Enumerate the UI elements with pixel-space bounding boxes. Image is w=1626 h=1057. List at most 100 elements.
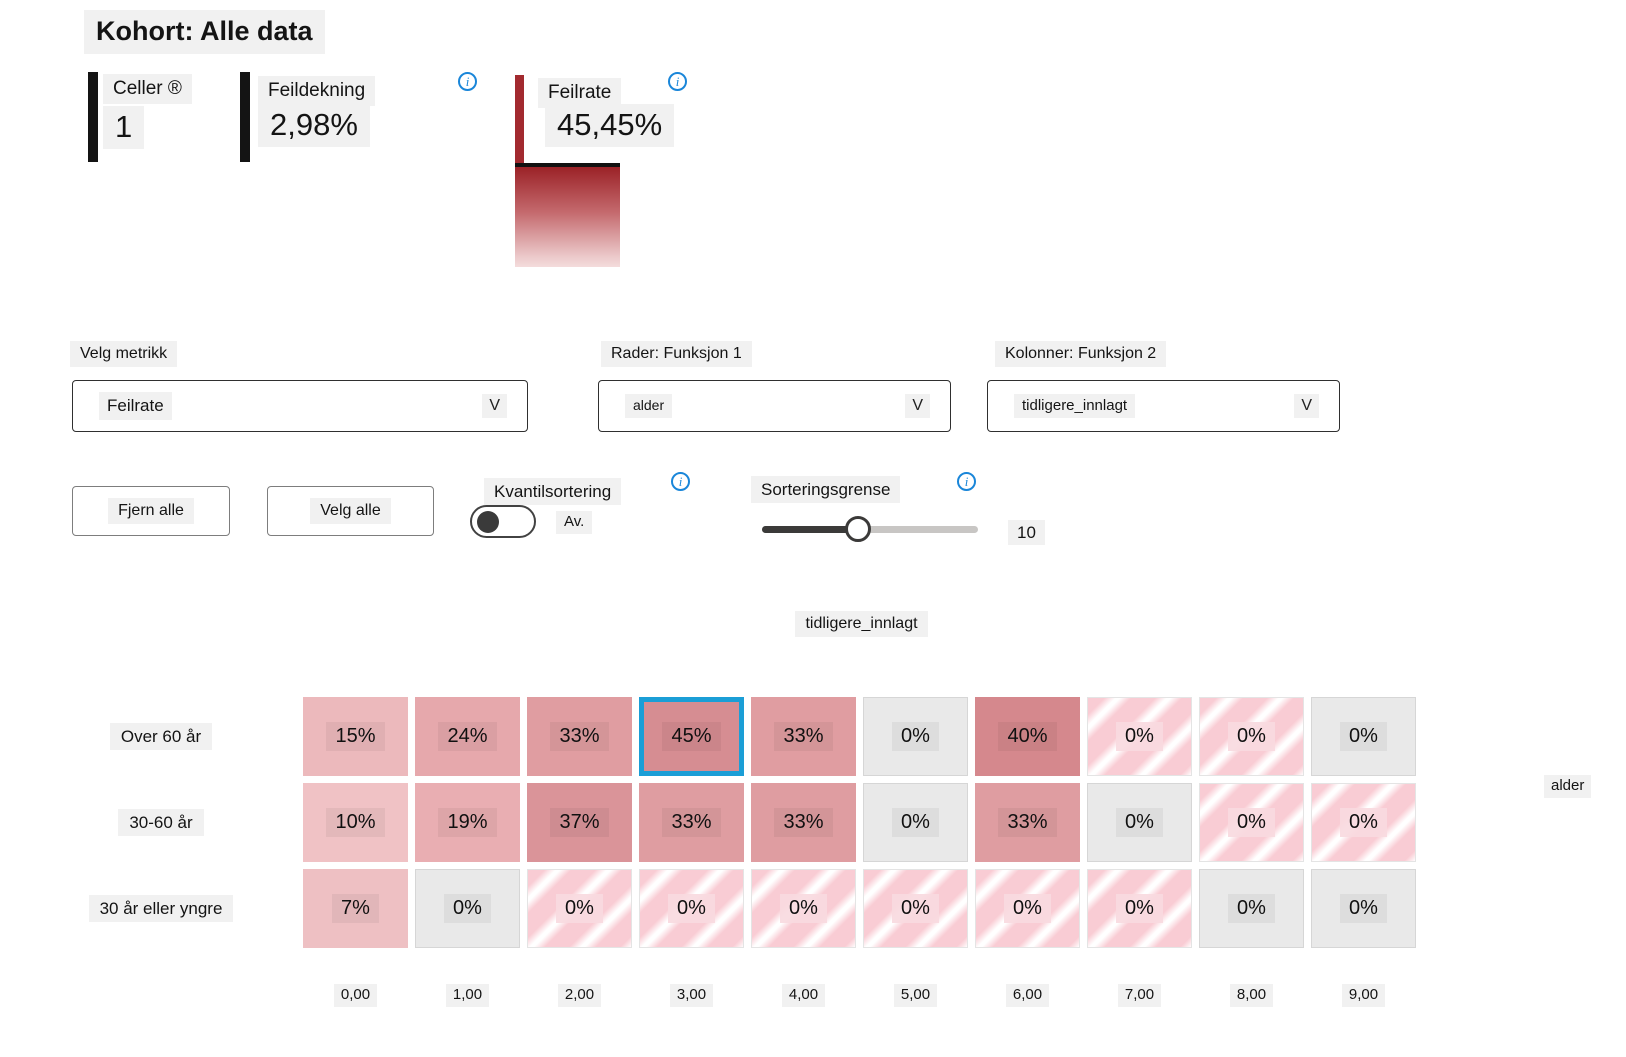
- matrix-cell[interactable]: 7%: [303, 869, 408, 948]
- chevron-down-icon: V: [905, 394, 930, 418]
- matrix-row-label: 30-60 år: [36, 783, 286, 862]
- matrix-cell-value: 0%: [1004, 894, 1051, 923]
- matrix-cell[interactable]: 24%: [415, 697, 520, 776]
- sort-threshold-label: Sorteringsgrense: [751, 476, 901, 504]
- matrix-cell[interactable]: 0%: [527, 869, 632, 948]
- sort-threshold-slider[interactable]: [762, 515, 978, 543]
- matrix-cell-value: 40%: [998, 722, 1057, 751]
- matrix-cell-value: 0%: [1116, 722, 1163, 751]
- quantile-label-wrap: Kvantilsortering: [484, 478, 622, 506]
- select-all-button[interactable]: Velg alle: [267, 486, 434, 536]
- matrix-cell[interactable]: 0%: [863, 783, 968, 862]
- matrix-cell[interactable]: 0%: [1311, 697, 1416, 776]
- matrix-column-feature-title-wrap: tidligere_innlagt: [303, 611, 1420, 637]
- matrix-cell[interactable]: 0%: [1311, 783, 1416, 862]
- matrix-cell[interactable]: 0%: [1087, 783, 1192, 862]
- matrix-row-labels: Over 60 år 30-60 år 30 år eller yngre: [36, 697, 286, 948]
- cohort-title-wrap: Kohort: Alle data: [84, 10, 325, 54]
- matrix-cell-value: 33%: [662, 808, 721, 837]
- matrix-cell-value: 0%: [668, 894, 715, 923]
- matrix-cell[interactable]: 0%: [863, 869, 968, 948]
- rows-feature-select[interactable]: alder V: [598, 380, 951, 432]
- matrix-cell-value: 45%: [662, 722, 721, 751]
- coverage-metric-value: 2,98%: [258, 104, 370, 147]
- rows-feature-label: Rader: Funksjon 1: [601, 341, 752, 367]
- matrix-column-label-text: 7,00: [1117, 984, 1162, 1007]
- matrix-cell[interactable]: 0%: [415, 869, 520, 948]
- matrix-cell-value: 33%: [998, 808, 1057, 837]
- coverage-metric-bar: [240, 72, 250, 162]
- matrix-cell[interactable]: 0%: [1199, 869, 1304, 948]
- matrix-cell-value: 0%: [1340, 808, 1387, 837]
- error-rate-metric-bar: [515, 75, 524, 163]
- matrix-cell[interactable]: 0%: [863, 697, 968, 776]
- matrix-column-label: 6,00: [975, 984, 1080, 1007]
- matrix-cell[interactable]: 0%: [1087, 869, 1192, 948]
- cells-metric-bar: [88, 72, 98, 162]
- info-icon[interactable]: i: [668, 72, 687, 91]
- matrix-column-label-text: 2,00: [557, 984, 602, 1007]
- clear-all-button[interactable]: Fjern alle: [72, 486, 230, 536]
- matrix-column-label: 5,00: [863, 984, 968, 1007]
- matrix-cell[interactable]: 33%: [639, 783, 744, 862]
- matrix-column-label: 1,00: [415, 984, 520, 1007]
- chevron-down-icon: V: [482, 394, 507, 418]
- error-rate-metric-value-wrap: 45,45%: [545, 104, 675, 147]
- matrix-cell[interactable]: 0%: [1199, 697, 1304, 776]
- metric-select[interactable]: Feilrate V: [72, 380, 528, 432]
- matrix-cell[interactable]: 33%: [975, 783, 1080, 862]
- columns-feature-value: tidligere_innlagt: [1014, 393, 1136, 419]
- matrix-column-label-text: 3,00: [669, 984, 714, 1007]
- quantile-state: Av.: [556, 511, 593, 534]
- matrix-column-label-text: 8,00: [1229, 984, 1274, 1007]
- error-rate-metric-value: 45,45%: [545, 104, 675, 147]
- quantile-toggle[interactable]: [470, 505, 536, 538]
- matrix-cell[interactable]: 19%: [415, 783, 520, 862]
- matrix-cell[interactable]: 10%: [303, 783, 408, 862]
- info-icon[interactable]: i: [671, 472, 690, 491]
- matrix-cell[interactable]: 45%: [639, 697, 744, 776]
- matrix-cell-value: 10%: [326, 808, 385, 837]
- coverage-metric-label: Feildekning: [258, 76, 376, 106]
- matrix-column-label-text: 9,00: [1341, 984, 1386, 1007]
- matrix-column-label: 2,00: [527, 984, 632, 1007]
- columns-feature-label: Kolonner: Funksjon 2: [995, 341, 1167, 367]
- info-icon[interactable]: i: [458, 72, 477, 91]
- matrix-cell[interactable]: 33%: [527, 697, 632, 776]
- matrix-cell[interactable]: 37%: [527, 783, 632, 862]
- matrix-cell[interactable]: 15%: [303, 697, 408, 776]
- matrix-cell[interactable]: 40%: [975, 697, 1080, 776]
- matrix-cell[interactable]: 33%: [751, 783, 856, 862]
- chevron-down-icon: V: [1294, 394, 1319, 418]
- cohort-title: Kohort: Alle data: [84, 10, 325, 54]
- matrix-column-label-text: 1,00: [445, 984, 490, 1007]
- matrix-cell[interactable]: 0%: [639, 869, 744, 948]
- matrix-cell[interactable]: 33%: [751, 697, 856, 776]
- matrix-cell[interactable]: 0%: [751, 869, 856, 948]
- info-icon[interactable]: i: [957, 472, 976, 491]
- matrix-cell[interactable]: 0%: [975, 869, 1080, 948]
- matrix-cell-value: 0%: [1228, 894, 1275, 923]
- matrix-cell-value: 0%: [892, 808, 939, 837]
- columns-feature-select[interactable]: tidligere_innlagt V: [987, 380, 1340, 432]
- matrix-cell-value: 7%: [332, 894, 379, 923]
- matrix-column-label: 3,00: [639, 984, 744, 1007]
- matrix-cell-value: 37%: [550, 808, 609, 837]
- matrix-cell-value: 19%: [438, 808, 497, 837]
- quantile-state-wrap: Av.: [556, 511, 593, 534]
- matrix-row-label-text: Over 60 år: [109, 722, 213, 751]
- matrix-cell[interactable]: 0%: [1087, 697, 1192, 776]
- slider-knob[interactable]: [845, 516, 871, 542]
- matrix-cell[interactable]: 0%: [1199, 783, 1304, 862]
- error-rate-gradient-legend: [515, 163, 620, 267]
- coverage-metric-value-wrap: 2,98%: [258, 104, 370, 147]
- matrix-cell-value: 0%: [892, 722, 939, 751]
- metric-select-label-wrap: Velg metrikk: [70, 341, 178, 367]
- metric-select-value: Feilrate: [99, 392, 172, 420]
- matrix-column-label: 8,00: [1199, 984, 1304, 1007]
- matrix-column-feature-title: tidligere_innlagt: [795, 611, 928, 637]
- sort-threshold-label-wrap: Sorteringsgrense: [751, 476, 901, 504]
- matrix-cell[interactable]: 0%: [1311, 869, 1416, 948]
- matrix-row-label: 30 år eller yngre: [36, 869, 286, 948]
- cells-metric-value-wrap: 1: [103, 106, 145, 149]
